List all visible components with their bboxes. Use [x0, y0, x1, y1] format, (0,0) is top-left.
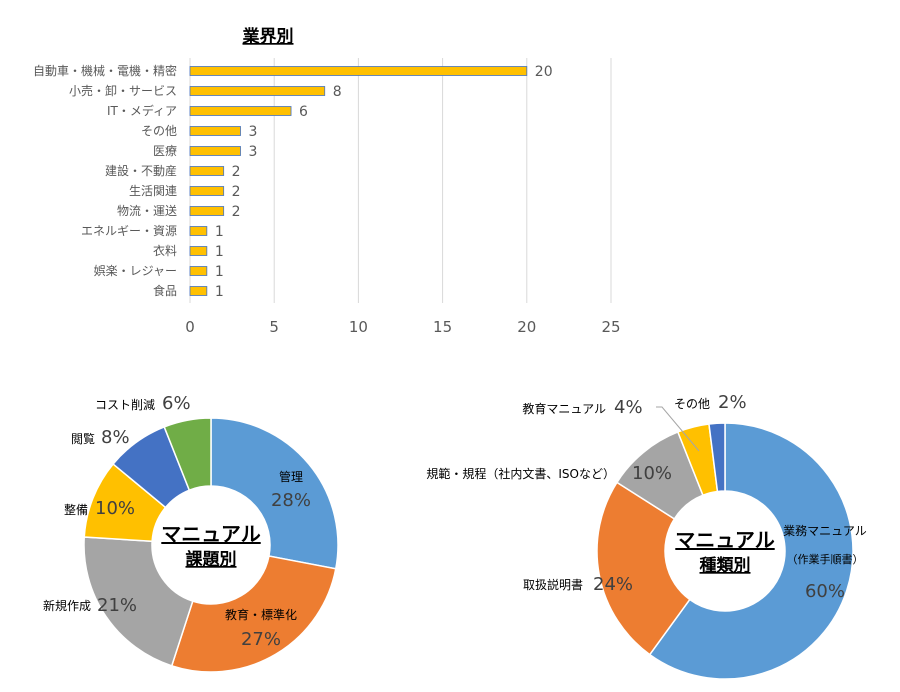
donut-slice-label: 管理 — [279, 469, 303, 484]
donut-slice — [210, 417, 339, 570]
bar-value-label: 2 — [232, 164, 241, 180]
bar-category-label: 物流・運送 — [117, 203, 177, 218]
donut-slice — [596, 481, 691, 656]
donut-center-title: マニュアル — [675, 528, 774, 552]
donut-slice-value: 2% — [718, 392, 747, 413]
bar-category-label: 衣料 — [153, 243, 177, 258]
bar-category-label: 食品 — [153, 283, 177, 298]
bar-category-label: 医療 — [153, 144, 177, 158]
bar — [189, 146, 241, 156]
bar-value-label: 6 — [299, 104, 308, 120]
donut-center-subtitle: 課題別 — [186, 549, 237, 570]
bar-category-label: その他 — [141, 124, 177, 138]
donut-center-subtitle: 種類別 — [700, 555, 751, 576]
bar — [189, 226, 208, 236]
donut-slice-label: 閲覧 — [71, 432, 95, 446]
donut-slice-value: 60% — [805, 581, 845, 602]
bar — [189, 186, 225, 196]
donut-slice-value: 10% — [95, 498, 135, 519]
donut-slice — [170, 555, 337, 673]
donut-slice-value: 27% — [241, 629, 281, 650]
bar — [189, 286, 208, 296]
donut-slice-label: 教育・標準化 — [225, 607, 297, 622]
bar-value-label: 1 — [215, 244, 224, 260]
bar-category-label: 自動車・機械・電機・精密 — [33, 63, 177, 78]
bar-value-label: 20 — [535, 64, 553, 80]
bar-x-tick-label: 25 — [601, 318, 620, 336]
bar-x-tick-label: 15 — [433, 318, 452, 336]
bar-chart-title: 業界別 — [243, 26, 294, 47]
donut-slice-value: 28% — [271, 490, 311, 511]
bar-x-tick-label: 5 — [269, 318, 279, 336]
bar — [189, 126, 241, 136]
bar-value-label: 1 — [215, 224, 224, 240]
donut-slice-label: その他 — [674, 397, 710, 411]
donut-slice-value: 10% — [632, 463, 672, 484]
bar-x-tick-label: 10 — [349, 318, 368, 336]
donut-slice-label: 教育マニュアル — [522, 401, 606, 416]
bar — [189, 166, 225, 176]
donut-slice-label: コスト削減 — [95, 397, 155, 412]
donut-slice-label: 取扱説明書 — [523, 577, 583, 592]
bar-category-label: 建設・不動産 — [105, 163, 177, 178]
donut-slice-label: 業務マニュアル — [783, 524, 867, 538]
leader-line — [656, 406, 700, 452]
donut-slice-label: 規範・規程（社内文書、ISOなど） — [426, 466, 615, 481]
bar-value-label: 3 — [249, 144, 258, 160]
donut-slice-value: 21% — [97, 595, 137, 616]
bar-value-label: 3 — [249, 124, 258, 140]
bar-value-label: 1 — [215, 284, 224, 300]
bar — [189, 246, 208, 256]
donut-slice — [163, 417, 212, 492]
donut-slice-value: 6% — [162, 393, 191, 414]
donut-slice — [648, 422, 854, 680]
donut-center-title: マニュアル — [161, 522, 260, 546]
bar — [189, 206, 225, 216]
bar-value-label: 2 — [232, 204, 241, 220]
donut-slice-sublabel: （作業手順書） — [787, 552, 864, 566]
bar-category-label: エネルギー・資源 — [81, 224, 177, 238]
bar-category-label: 娯楽・レジャー — [94, 264, 177, 278]
donut-slice-value: 24% — [593, 574, 633, 595]
bar-x-tick-label: 0 — [185, 318, 195, 336]
bar-category-label: IT・メディア — [107, 103, 177, 118]
bar — [189, 266, 208, 276]
bar-category-label: 小売・卸・サービス — [69, 83, 177, 98]
bar-value-label: 2 — [232, 184, 241, 200]
bar-x-tick-label: 20 — [517, 318, 536, 336]
donut-slice-label: 新規作成 — [43, 598, 91, 613]
donut-slice — [708, 422, 726, 493]
donut-slice-value: 4% — [614, 397, 643, 418]
donut-slice — [83, 536, 194, 667]
bar-value-label: 8 — [333, 84, 342, 100]
donut-slice-value: 8% — [101, 427, 130, 448]
bar-category-label: 生活関連 — [129, 184, 177, 198]
donut-slice-label: 整備 — [64, 502, 88, 517]
bar-value-label: 1 — [215, 264, 224, 280]
bar — [189, 86, 326, 96]
bar — [189, 66, 528, 76]
bar — [189, 106, 292, 116]
